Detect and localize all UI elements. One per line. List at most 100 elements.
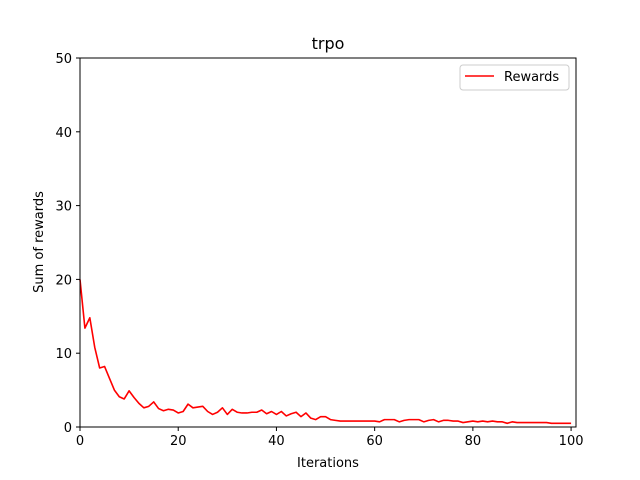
data-point (89, 317, 90, 318)
x-tick-label: 0 (76, 434, 84, 449)
data-point (566, 423, 567, 424)
data-point (109, 378, 110, 379)
data-point (340, 421, 341, 422)
data-point (472, 421, 473, 422)
data-point (261, 409, 262, 410)
data-point (512, 421, 513, 422)
data-point (104, 366, 105, 367)
data-point (330, 419, 331, 420)
data-point (394, 419, 395, 420)
data-point (546, 422, 547, 423)
data-point (325, 416, 326, 417)
legend-label-rewards: Rewards (504, 70, 559, 85)
data-point (448, 420, 449, 421)
data-point (516, 422, 517, 423)
data-point (227, 414, 228, 415)
data-point (531, 422, 532, 423)
data-point (207, 411, 208, 412)
data-point (271, 411, 272, 412)
legend: Rewards (459, 64, 570, 91)
data-point (281, 411, 282, 412)
data-point (138, 403, 139, 404)
data-point (364, 421, 365, 422)
axes-frame (79, 57, 577, 428)
data-point (251, 412, 252, 413)
data-point (428, 420, 429, 421)
data-point (143, 407, 144, 408)
data-point (561, 423, 562, 424)
data-point (462, 422, 463, 423)
data-point (541, 422, 542, 423)
data-point (507, 423, 508, 424)
legend-box (459, 64, 570, 91)
data-point (266, 413, 267, 414)
data-point (354, 421, 355, 422)
data-point (94, 347, 95, 348)
y-tick-label: 30 (55, 200, 72, 215)
y-axis-label: Sum of rewards (32, 191, 47, 293)
data-point (487, 421, 488, 422)
data-point (163, 410, 164, 411)
data-point (408, 419, 409, 420)
data-point (526, 422, 527, 423)
data-point (350, 421, 351, 422)
x-tick-label: 40 (268, 434, 285, 449)
data-point (374, 421, 375, 422)
data-point (570, 423, 571, 424)
y-tick-label: 20 (55, 273, 72, 288)
data-point (153, 401, 154, 402)
data-point (246, 412, 247, 413)
data-point (168, 409, 169, 410)
data-point (399, 421, 400, 422)
data-point (384, 419, 385, 420)
data-point (310, 418, 311, 419)
data-point (291, 413, 292, 414)
data-point (404, 420, 405, 421)
data-point (197, 406, 198, 407)
y-tick-label: 50 (55, 52, 72, 67)
data-point (178, 412, 179, 413)
y-tick-label: 10 (55, 347, 72, 362)
x-tick-label: 60 (366, 434, 383, 449)
data-point (192, 407, 193, 408)
data-point (482, 421, 483, 422)
y-tick-label: 40 (55, 126, 72, 141)
data-point (217, 412, 218, 413)
data-point (453, 421, 454, 422)
x-tick-label: 100 (559, 434, 584, 449)
data-point (232, 409, 233, 410)
data-point (300, 416, 301, 417)
data-point (521, 422, 522, 423)
data-point (129, 390, 130, 391)
data-point (369, 421, 370, 422)
data-point (202, 406, 203, 407)
data-point (379, 421, 380, 422)
data-point (114, 390, 115, 391)
x-axis-label: Iterations (297, 456, 359, 471)
data-point (187, 404, 188, 405)
data-point (237, 412, 238, 413)
data-point (119, 396, 120, 397)
data-point (148, 406, 149, 407)
data-point (413, 419, 414, 420)
data-point (423, 421, 424, 422)
data-point (438, 421, 439, 422)
data-point (433, 419, 434, 420)
data-point (536, 422, 537, 423)
data-point (305, 412, 306, 413)
data-point (359, 421, 360, 422)
x-tick-label: 80 (465, 434, 482, 449)
data-point (99, 367, 100, 368)
data-point (492, 421, 493, 422)
plot-area: 0 20 40 60 80 100 0 10 20 30 40 50 (55, 52, 583, 449)
data-point (212, 414, 213, 415)
chart-title: trpo (312, 34, 345, 53)
data-point (158, 408, 159, 409)
data-point (502, 421, 503, 422)
data-point (173, 409, 174, 410)
data-point (467, 421, 468, 422)
data-point (477, 421, 478, 422)
data-point (345, 421, 346, 422)
data-point (133, 397, 134, 398)
